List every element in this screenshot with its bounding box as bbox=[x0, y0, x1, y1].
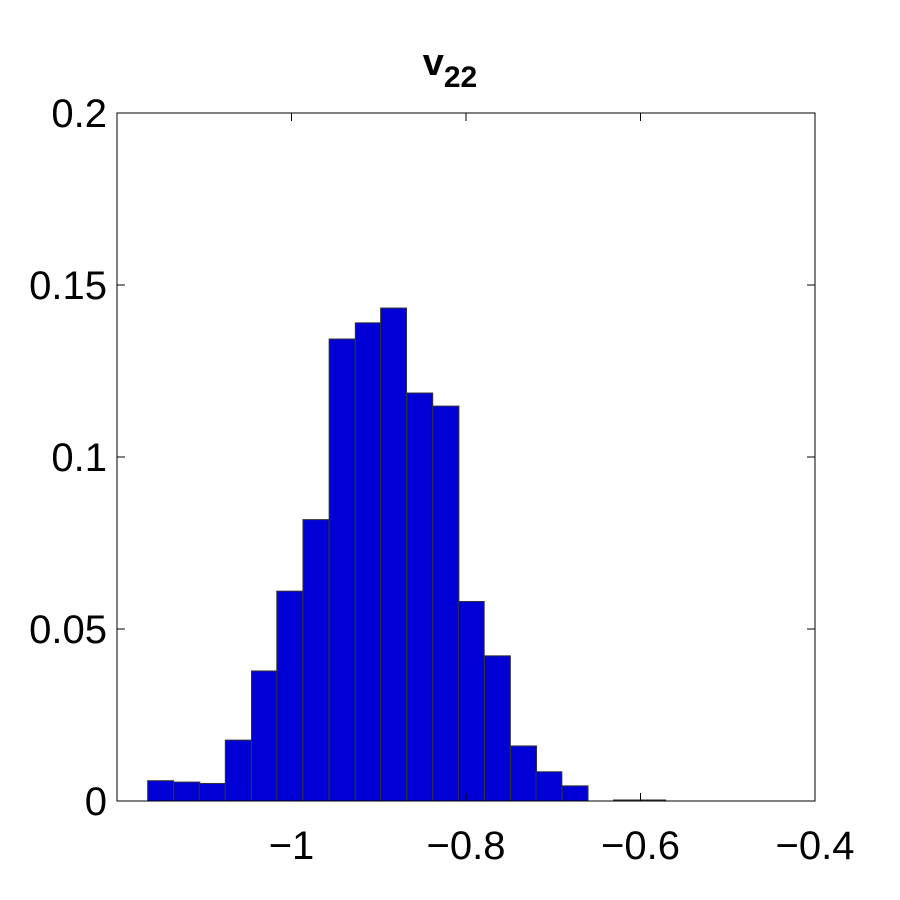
histogram-bar bbox=[328, 338, 356, 802]
histogram-bar bbox=[510, 745, 538, 802]
histogram-bar bbox=[354, 322, 382, 802]
x-tick-label: −0.6 bbox=[601, 824, 680, 868]
histogram-bar bbox=[224, 739, 252, 802]
histogram-bar bbox=[561, 785, 589, 802]
ticks-group: −1 −0.8 −0.6 −0.4 0 0.05 0.1 0.15 0.2 bbox=[29, 92, 854, 868]
x-tick-label: −1 bbox=[269, 824, 315, 868]
histogram-bar bbox=[535, 771, 563, 802]
histogram-bar bbox=[457, 600, 485, 802]
histogram-bar bbox=[276, 590, 304, 802]
histogram-bar bbox=[302, 519, 330, 802]
chart-title: v22 bbox=[423, 42, 478, 94]
histogram-bar bbox=[380, 307, 408, 802]
x-tick-label: −0.8 bbox=[427, 824, 506, 868]
x-tick-label: −0.4 bbox=[776, 824, 855, 868]
histogram-bar bbox=[147, 780, 175, 802]
histogram-bar bbox=[483, 655, 511, 802]
bars-group bbox=[147, 307, 667, 802]
histogram-bar bbox=[198, 782, 226, 802]
histogram-bar bbox=[173, 781, 201, 802]
y-tick-label: 0.15 bbox=[29, 264, 107, 308]
y-tick-label: 0.2 bbox=[51, 92, 107, 136]
y-tick-label: 0.1 bbox=[51, 436, 107, 480]
histogram-bar bbox=[250, 670, 278, 802]
y-tick-label: 0.05 bbox=[29, 608, 107, 652]
y-tick-label: 0 bbox=[85, 780, 107, 824]
histogram-bar bbox=[406, 392, 434, 802]
histogram-bar bbox=[432, 405, 460, 802]
chart-title-subscript: 22 bbox=[444, 61, 477, 94]
